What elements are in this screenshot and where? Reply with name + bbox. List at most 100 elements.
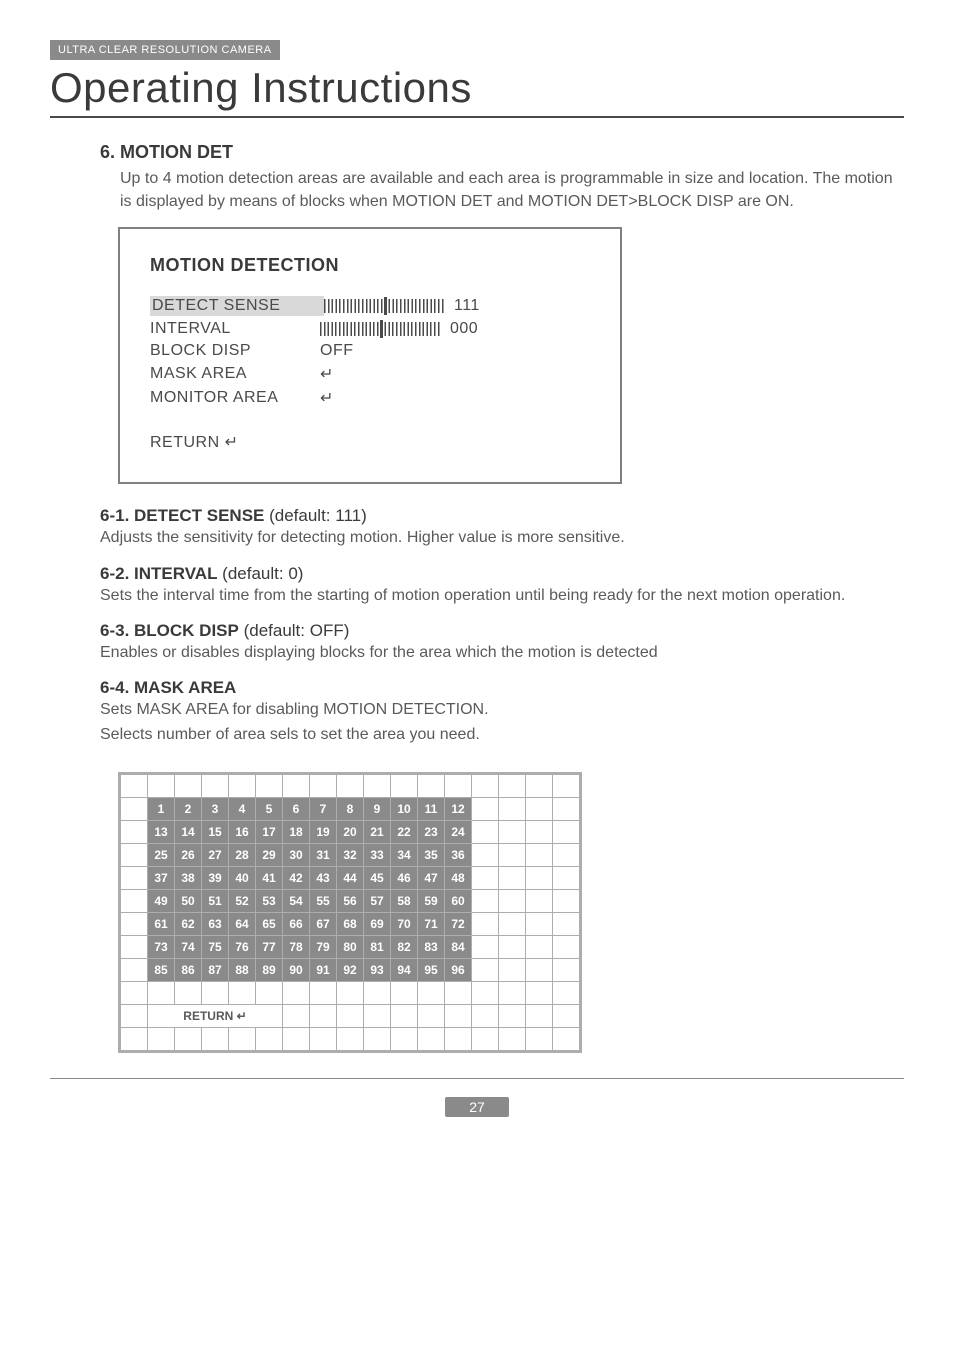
grid-cell[interactable]: 48 [445,867,472,890]
grid-cell[interactable]: 38 [175,867,202,890]
grid-cell[interactable]: 47 [418,867,445,890]
grid-cell[interactable]: 34 [391,844,418,867]
grid-cell[interactable]: 69 [364,913,391,936]
grid-cell[interactable]: 10 [391,798,418,821]
grid-cell[interactable]: 91 [310,959,337,982]
grid-cell[interactable]: 12 [445,798,472,821]
grid-cell[interactable]: 2 [175,798,202,821]
grid-cell[interactable]: 64 [229,913,256,936]
grid-cell[interactable]: 33 [364,844,391,867]
grid-cell[interactable]: 54 [283,890,310,913]
grid-cell[interactable]: 19 [310,821,337,844]
grid-cell[interactable]: 23 [418,821,445,844]
grid-cell[interactable]: 50 [175,890,202,913]
grid-cell[interactable]: 92 [337,959,364,982]
grid-cell[interactable]: 86 [175,959,202,982]
grid-cell[interactable]: 26 [175,844,202,867]
grid-cell[interactable]: 90 [283,959,310,982]
grid-cell[interactable]: 20 [337,821,364,844]
grid-cell[interactable]: 18 [283,821,310,844]
grid-cell[interactable]: 84 [445,936,472,959]
grid-cell[interactable]: 76 [229,936,256,959]
grid-cell[interactable]: 21 [364,821,391,844]
grid-cell[interactable]: 59 [418,890,445,913]
grid-cell[interactable]: 77 [256,936,283,959]
grid-cell[interactable]: 17 [256,821,283,844]
grid-cell[interactable]: 56 [337,890,364,913]
grid-cell[interactable]: 83 [418,936,445,959]
grid-cell[interactable]: 29 [256,844,283,867]
grid-cell[interactable]: 96 [445,959,472,982]
grid-cell[interactable]: 32 [337,844,364,867]
grid-cell[interactable]: 37 [148,867,175,890]
grid-cell[interactable]: 82 [391,936,418,959]
grid-cell[interactable]: 7 [310,798,337,821]
grid-cell[interactable]: 55 [310,890,337,913]
grid-cell[interactable]: 68 [337,913,364,936]
grid-cell[interactable]: 95 [418,959,445,982]
grid-cell[interactable]: 13 [148,821,175,844]
grid-cell[interactable]: 41 [256,867,283,890]
grid-cell[interactable]: 11 [418,798,445,821]
grid-cell[interactable]: 94 [391,959,418,982]
grid-cell[interactable]: 87 [202,959,229,982]
grid-cell[interactable]: 75 [202,936,229,959]
grid-cell[interactable]: 51 [202,890,229,913]
grid-cell[interactable]: 9 [364,798,391,821]
menu-row[interactable]: MASK AREA↵ [150,364,590,384]
grid-cell[interactable]: 25 [148,844,175,867]
grid-cell[interactable]: 70 [391,913,418,936]
grid-cell[interactable]: 45 [364,867,391,890]
grid-cell[interactable]: 71 [418,913,445,936]
grid-cell[interactable]: 61 [148,913,175,936]
grid-return[interactable]: RETURN ↵ [148,1005,283,1028]
grid-cell[interactable]: 22 [391,821,418,844]
grid-cell[interactable]: 30 [283,844,310,867]
menu-row[interactable]: DETECT SENSE111 [150,296,590,316]
grid-cell[interactable]: 27 [202,844,229,867]
grid-cell[interactable]: 60 [445,890,472,913]
grid-cell[interactable]: 93 [364,959,391,982]
grid-cell[interactable]: 67 [310,913,337,936]
grid-cell[interactable]: 73 [148,936,175,959]
grid-cell[interactable]: 36 [445,844,472,867]
grid-cell[interactable]: 52 [229,890,256,913]
menu-return[interactable]: RETURN ↵ [150,432,239,452]
grid-cell[interactable]: 66 [283,913,310,936]
slider-bar[interactable] [324,299,444,313]
grid-cell[interactable]: 31 [310,844,337,867]
grid-cell[interactable]: 35 [418,844,445,867]
grid-cell[interactable]: 65 [256,913,283,936]
grid-cell[interactable]: 53 [256,890,283,913]
slider-bar[interactable] [320,322,440,336]
grid-cell[interactable]: 15 [202,821,229,844]
grid-cell[interactable]: 63 [202,913,229,936]
grid-cell[interactable]: 58 [391,890,418,913]
grid-cell[interactable]: 46 [391,867,418,890]
grid-cell[interactable]: 8 [337,798,364,821]
grid-cell[interactable]: 6 [283,798,310,821]
grid-cell[interactable]: 3 [202,798,229,821]
grid-cell[interactable]: 1 [148,798,175,821]
grid-cell[interactable]: 89 [256,959,283,982]
grid-cell[interactable]: 16 [229,821,256,844]
menu-row[interactable]: INTERVAL000 [150,320,590,338]
grid-cell[interactable]: 39 [202,867,229,890]
grid-cell[interactable]: 44 [337,867,364,890]
grid-cell[interactable]: 42 [283,867,310,890]
grid-cell[interactable]: 49 [148,890,175,913]
grid-cell[interactable]: 78 [283,936,310,959]
grid-cell[interactable]: 43 [310,867,337,890]
grid-cell[interactable]: 85 [148,959,175,982]
grid-cell[interactable]: 4 [229,798,256,821]
grid-cell[interactable]: 88 [229,959,256,982]
grid-cell[interactable]: 79 [310,936,337,959]
grid-cell[interactable]: 57 [364,890,391,913]
grid-cell[interactable]: 14 [175,821,202,844]
grid-cell[interactable]: 80 [337,936,364,959]
menu-row[interactable]: BLOCK DISPOFF [150,342,590,360]
grid-cell[interactable]: 72 [445,913,472,936]
grid-cell[interactable]: 62 [175,913,202,936]
menu-row[interactable]: MONITOR AREA↵ [150,388,590,408]
grid-cell[interactable]: 81 [364,936,391,959]
